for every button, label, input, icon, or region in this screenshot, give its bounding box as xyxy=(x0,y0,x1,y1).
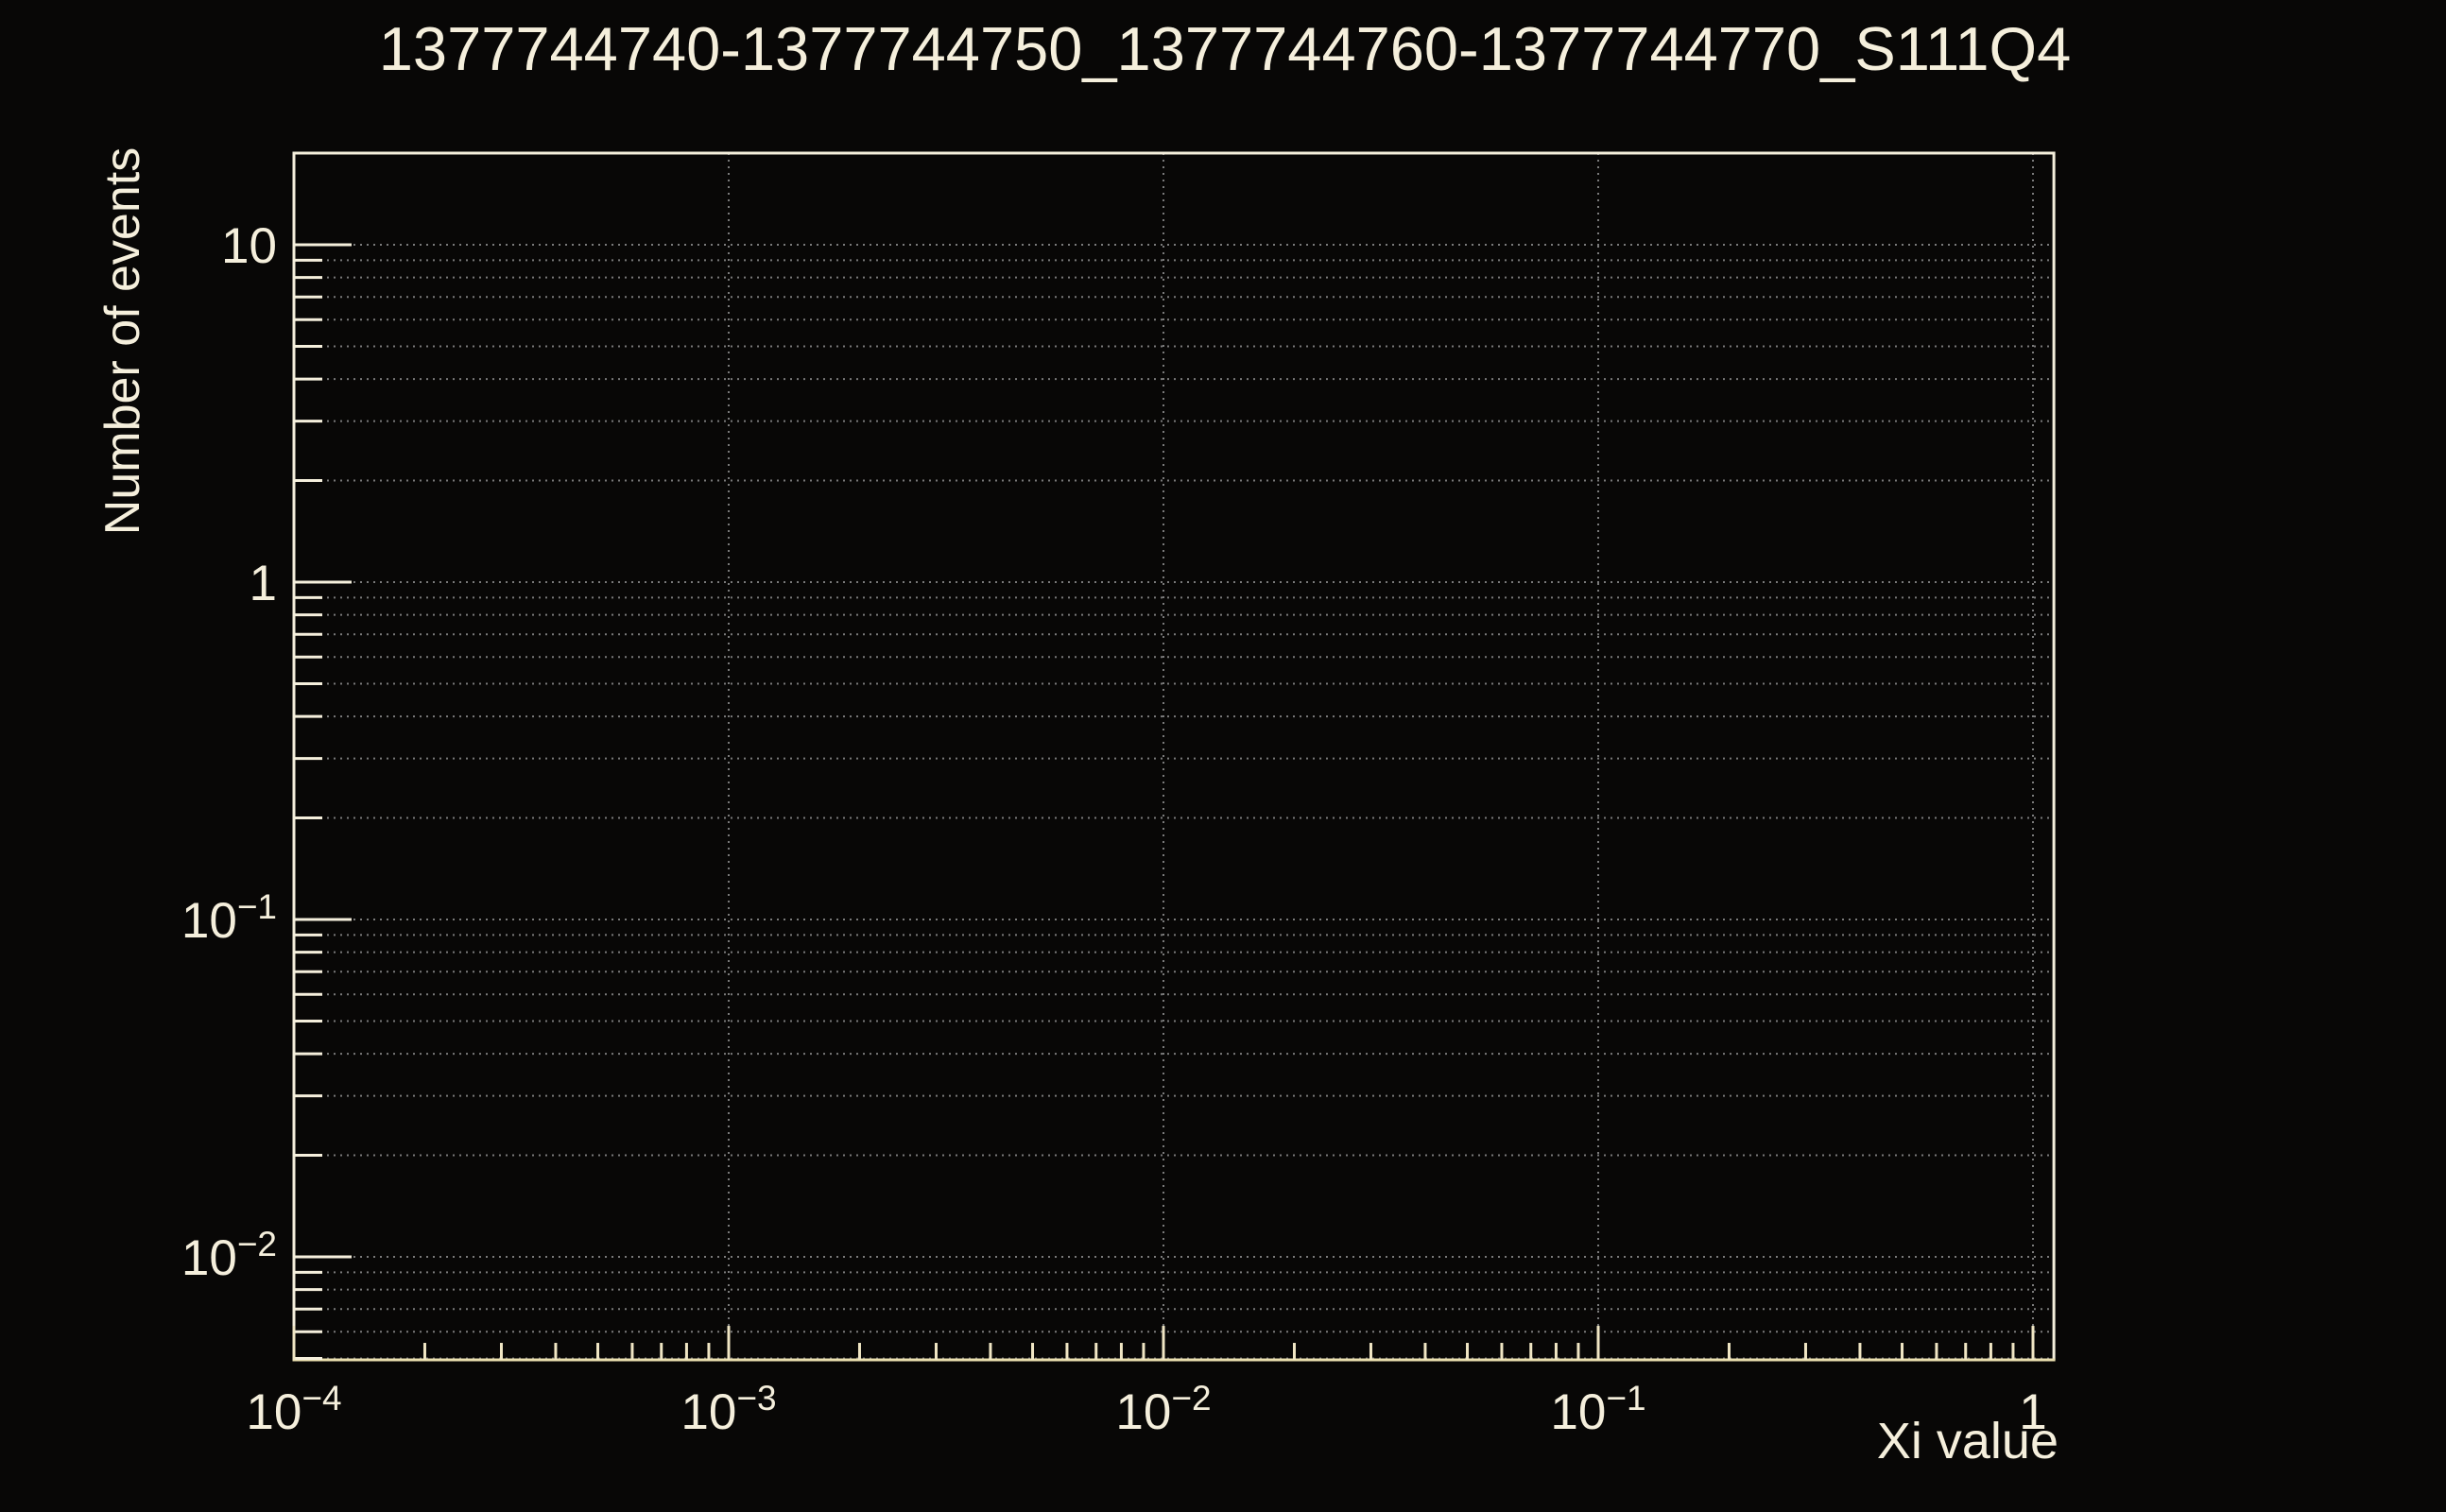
y-tick-label: 10 xyxy=(221,218,277,274)
axis-ticks xyxy=(292,243,2035,1361)
y-tick-label: 10−2 xyxy=(181,1225,277,1286)
y-axis-title: Number of events xyxy=(95,147,150,535)
y-tick-label: 1 xyxy=(250,556,277,611)
frame-left-top-right xyxy=(292,151,2056,1361)
x-tick-label: 1 xyxy=(2019,1384,2046,1440)
gridlines xyxy=(294,152,2055,1361)
x-axis-title: Xi value xyxy=(1877,1413,2058,1469)
x-tick-label: 10−1 xyxy=(1550,1379,1645,1440)
chart-title: 1377744740-1377744750_1377744760-1377744… xyxy=(379,14,2071,83)
x-tick-label: 10−2 xyxy=(1115,1379,1211,1440)
tick-labels: 10−4 10−3 10−2 10−1 1 10 1 10−1 10−2 xyxy=(181,218,2047,1440)
y-tick-label: 10−1 xyxy=(181,887,277,949)
x-tick-label: 10−3 xyxy=(680,1379,776,1440)
x-tick-label: 10−4 xyxy=(246,1379,341,1440)
plot-frame xyxy=(292,151,2056,1362)
